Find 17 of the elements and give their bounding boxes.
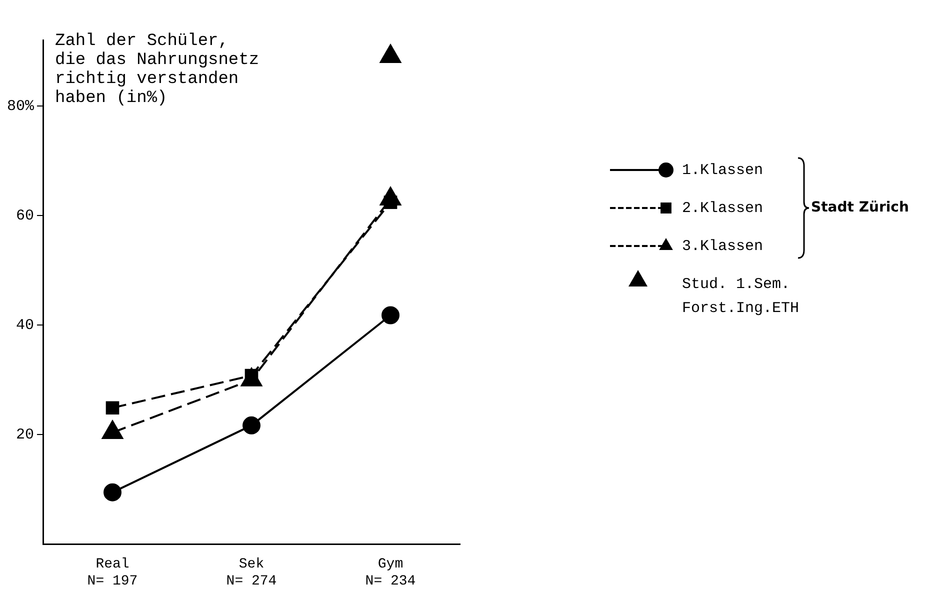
x-tick-label: Gym N= 234 (365, 556, 416, 590)
legend-label: Stud. 1.Sem. Forst.Ing.ETH (682, 276, 800, 317)
text: Stadt Zürich (811, 200, 909, 216)
legend-label: 1.Klassen (682, 162, 764, 179)
point (242, 416, 260, 434)
legend-label: 2.Klassen (682, 200, 764, 217)
point (382, 306, 400, 324)
x-tick-label: Sek N= 274 (226, 556, 277, 590)
y-axis-title: Zahl der Schüler, die das Nahrungsnetz richtig verstanden haben (in%) (55, 32, 260, 108)
y-tick-label: 20 (16, 426, 34, 444)
point (104, 483, 122, 502)
y-tick-label: 60 (16, 207, 34, 224)
point (106, 401, 120, 415)
y-tick-label: 80% (6, 98, 35, 115)
y-tick-label: 40 (16, 317, 34, 334)
x-tick-label: Real N= 197 (87, 556, 138, 590)
legend-label: 3.Klassen (682, 238, 764, 255)
